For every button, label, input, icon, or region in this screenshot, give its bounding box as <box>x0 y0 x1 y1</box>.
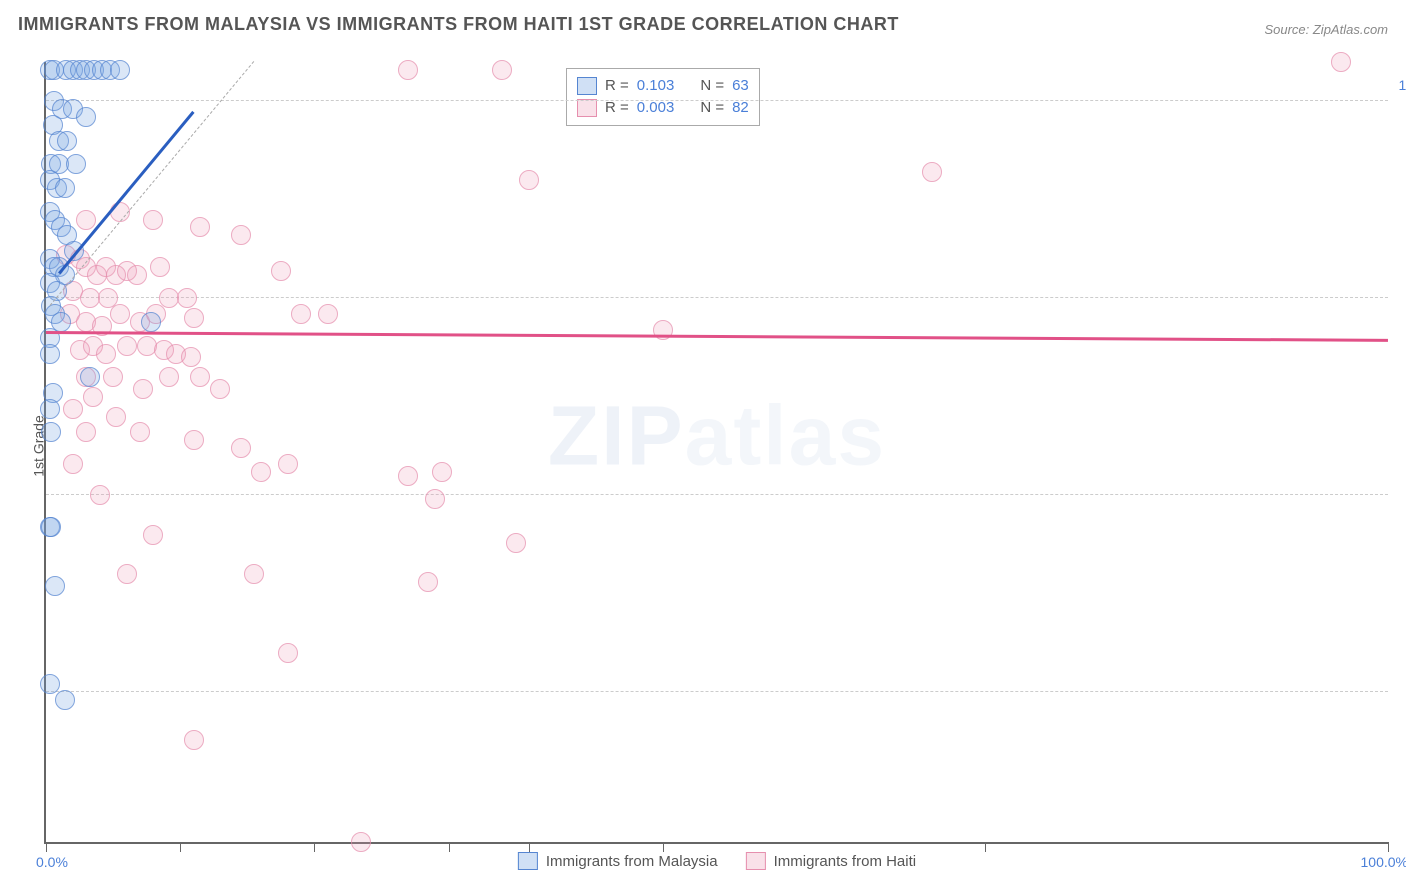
scatter-point <box>190 367 210 387</box>
x-axis-max-label: 100.0% <box>1361 854 1406 870</box>
watermark-zip: ZIP <box>548 389 685 483</box>
scatter-point <box>398 60 418 80</box>
scatter-point <box>96 344 116 364</box>
gridline-h <box>46 691 1388 692</box>
scatter-point <box>432 462 452 482</box>
x-tick <box>314 842 315 852</box>
legend-item: Immigrants from Haiti <box>746 852 917 870</box>
scatter-point <box>40 674 60 694</box>
x-tick <box>46 842 47 852</box>
scatter-point <box>133 379 153 399</box>
scatter-point <box>1331 52 1351 72</box>
scatter-point <box>63 454 83 474</box>
scatter-point <box>143 525 163 545</box>
scatter-point <box>40 344 60 364</box>
scatter-point <box>110 60 130 80</box>
scatter-point <box>244 564 264 584</box>
scatter-point <box>141 312 161 332</box>
n-value: 63 <box>732 75 749 97</box>
scatter-point <box>271 261 291 281</box>
scatter-point <box>66 154 86 174</box>
scatter-point <box>506 533 526 553</box>
scatter-point <box>922 162 942 182</box>
x-tick <box>529 842 530 852</box>
scatter-point <box>231 438 251 458</box>
scatter-point <box>76 422 96 442</box>
scatter-point <box>278 454 298 474</box>
scatter-point <box>80 367 100 387</box>
scatter-point <box>398 466 418 486</box>
scatter-point <box>190 217 210 237</box>
n-label: N = <box>700 75 724 97</box>
scatter-point <box>127 265 147 285</box>
scatter-point <box>231 225 251 245</box>
scatter-point <box>110 304 130 324</box>
scatter-point <box>117 564 137 584</box>
gridline-h <box>46 494 1388 495</box>
chart-title: IMMIGRANTS FROM MALAYSIA VS IMMIGRANTS F… <box>18 14 899 35</box>
scatter-point <box>63 399 83 419</box>
watermark: ZIPatlas <box>548 388 886 485</box>
series-legend: Immigrants from Malaysia Immigrants from … <box>518 852 916 870</box>
legend-swatch <box>577 99 597 117</box>
scatter-point <box>492 60 512 80</box>
scatter-point <box>351 832 371 852</box>
y-tick-label: 100.0% <box>1399 77 1406 93</box>
scatter-point <box>57 131 77 151</box>
legend-item: Immigrants from Malaysia <box>518 852 718 870</box>
r-value: 0.103 <box>637 75 675 97</box>
scatter-point <box>40 399 60 419</box>
scatter-point <box>210 379 230 399</box>
watermark-atlas: atlas <box>685 389 886 483</box>
scatter-point <box>318 304 338 324</box>
scatter-point <box>106 407 126 427</box>
x-tick <box>985 842 986 852</box>
scatter-point <box>55 178 75 198</box>
scatter-point <box>76 107 96 127</box>
scatter-point <box>45 576 65 596</box>
trend-line <box>46 331 1388 341</box>
trend-line <box>58 111 194 274</box>
scatter-point <box>278 643 298 663</box>
scatter-point <box>251 462 271 482</box>
x-axis-min-label: 0.0% <box>36 854 68 870</box>
scatter-point <box>425 489 445 509</box>
scatter-point <box>143 210 163 230</box>
legend-label: Immigrants from Malaysia <box>546 853 718 870</box>
scatter-point <box>103 367 123 387</box>
x-tick <box>1388 842 1389 852</box>
scatter-point <box>130 422 150 442</box>
legend-row: R = 0.103 N = 63 <box>577 75 749 97</box>
legend-swatch <box>518 852 538 870</box>
r-label: R = <box>605 75 629 97</box>
scatter-point <box>55 690 75 710</box>
scatter-point <box>90 485 110 505</box>
scatter-point <box>41 422 61 442</box>
x-tick <box>180 842 181 852</box>
scatter-point <box>184 730 204 750</box>
scatter-point <box>184 430 204 450</box>
scatter-point <box>291 304 311 324</box>
scatter-point <box>418 572 438 592</box>
legend-swatch <box>577 77 597 95</box>
scatter-plot-area: ZIPatlas R =0.103N =63R =0.003N =82 0.0%… <box>44 62 1388 844</box>
x-tick <box>449 842 450 852</box>
gridline-h <box>46 297 1388 298</box>
scatter-point <box>150 257 170 277</box>
x-tick <box>663 842 664 852</box>
scatter-point <box>177 288 197 308</box>
scatter-point <box>83 387 103 407</box>
scatter-point <box>76 210 96 230</box>
scatter-point <box>181 347 201 367</box>
scatter-point <box>159 367 179 387</box>
gridline-h <box>46 100 1388 101</box>
legend-label: Immigrants from Haiti <box>774 853 917 870</box>
scatter-point <box>519 170 539 190</box>
correlation-legend: R =0.103N =63R =0.003N =82 <box>566 68 760 126</box>
source-attribution: Source: ZipAtlas.com <box>1264 22 1388 37</box>
scatter-point <box>41 517 61 537</box>
scatter-point <box>117 336 137 356</box>
scatter-point <box>184 308 204 328</box>
legend-swatch <box>746 852 766 870</box>
